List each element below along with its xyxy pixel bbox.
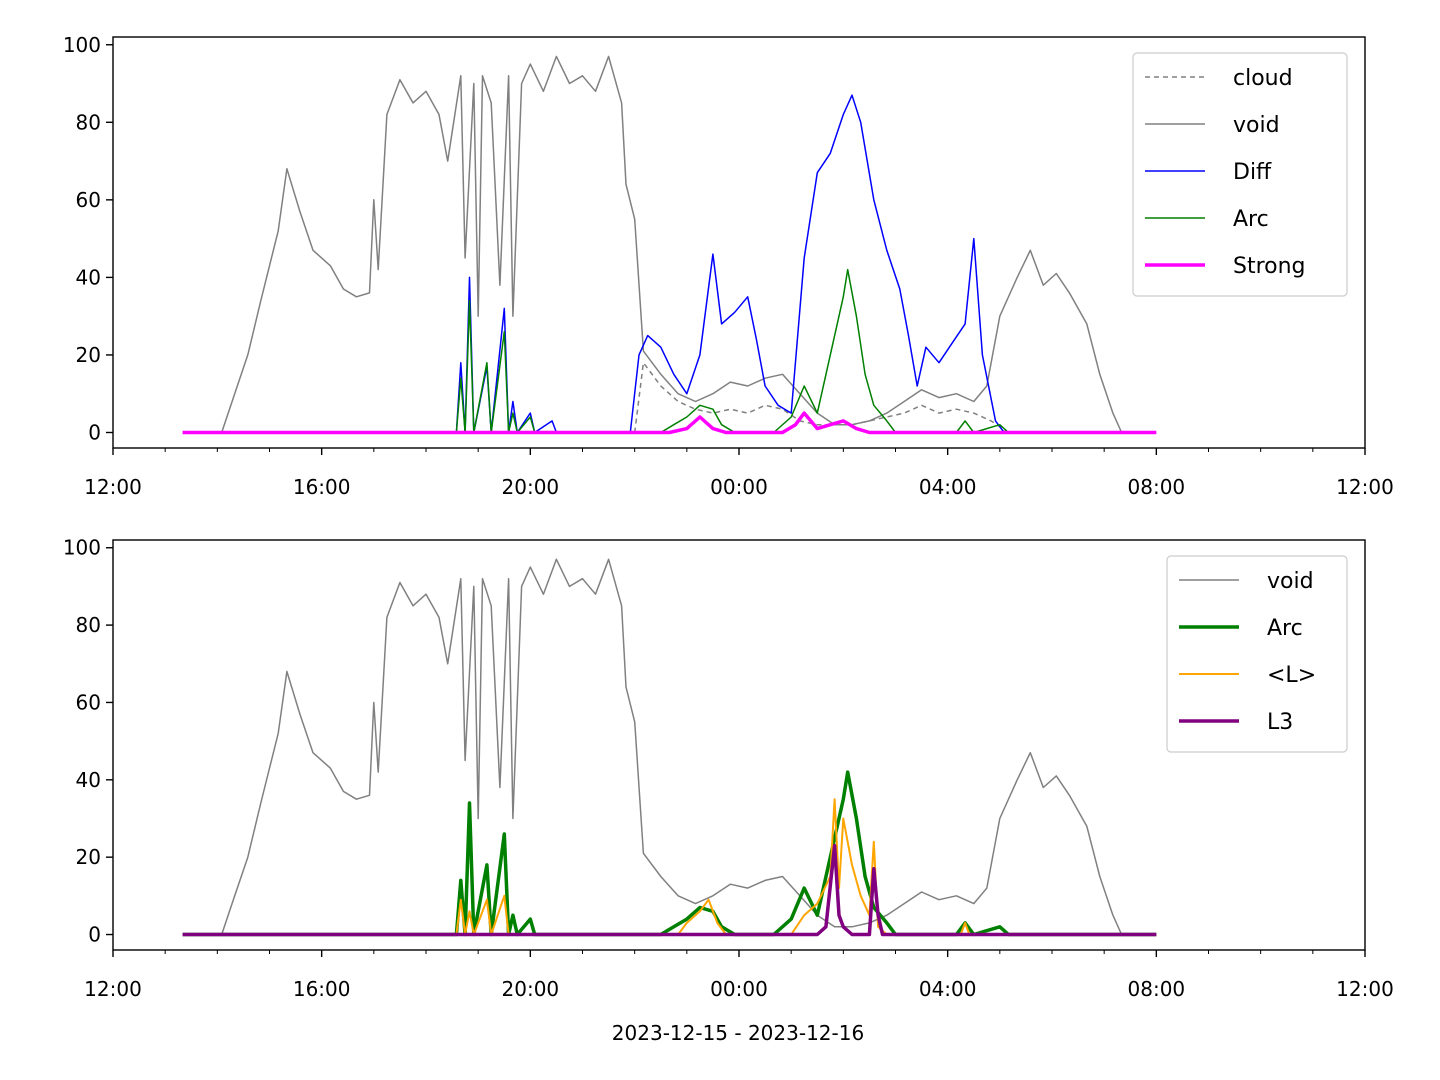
series-line-void (182, 558, 1157, 936)
x-tick-label: 12:00 (1336, 475, 1394, 499)
x-tick-label: 20:00 (502, 977, 560, 1001)
legend-label: Arc (1233, 207, 1269, 232)
y-tick-label: 40 (76, 768, 101, 792)
y-tick-label: 60 (76, 188, 101, 212)
x-tick-label: 00:00 (710, 475, 768, 499)
x-tick-label: 12:00 (1336, 977, 1394, 1001)
legend-box (1132, 52, 1348, 297)
series-line-l3 (182, 843, 1157, 937)
series-line-cloud (633, 361, 1009, 434)
legend: cloud void Diff Arc Strong (1132, 52, 1348, 297)
legend-label: Strong (1233, 254, 1306, 279)
series-line-strong (182, 411, 1157, 435)
legend-label: Diff (1233, 160, 1272, 185)
series-line-arc (182, 770, 1157, 937)
y-tick-label: 100 (63, 536, 101, 560)
y-tick-label: 0 (88, 923, 101, 947)
y-tick-label: 40 (76, 265, 101, 289)
y-tick-label: 20 (76, 343, 101, 367)
y-tick-label: 100 (63, 33, 101, 57)
legend-label: L3 (1267, 710, 1293, 735)
x-tick-label: 12:00 (84, 977, 142, 1001)
x-tick-label: 16:00 (293, 977, 351, 1001)
legend-label: <L> (1267, 663, 1316, 688)
bottom-chart-panel: 0 20 40 60 80 100 12:00 16:00 20:00 00:00 04:00 08:… (63, 536, 1394, 1001)
x-tick-label: 20:00 (502, 475, 560, 499)
x-tick-label: 12:00 (84, 475, 142, 499)
x-tick-label: 08:00 (1128, 475, 1186, 499)
y-tick-label: 80 (76, 110, 101, 134)
y-tick-label: 80 (76, 613, 101, 637)
x-tick-label: 00:00 (710, 977, 768, 1001)
legend-label: cloud (1233, 66, 1293, 91)
legend: void Arc <L> L3 (1166, 555, 1348, 753)
series-group (182, 558, 1157, 937)
x-tick-label: 04:00 (919, 977, 977, 1001)
legend-label: void (1233, 113, 1280, 138)
legend-label: Arc (1267, 616, 1303, 641)
x-axis-label: 2023-12-15 - 2023-12-16 (612, 1021, 864, 1045)
legend-label: void (1267, 569, 1314, 594)
y-tick-label: 60 (76, 690, 101, 714)
series-line-void (182, 55, 1157, 434)
top-chart-panel: 0 20 40 60 80 100 12:00 16:00 20:00 00:00 04:00 08:… (63, 33, 1394, 499)
x-tick-label: 16:00 (293, 475, 351, 499)
x-tick-label: 04:00 (919, 475, 977, 499)
series-group (182, 55, 1157, 435)
legend-box (1166, 555, 1348, 753)
y-tick-label: 0 (88, 420, 101, 444)
x-tick-label: 08:00 (1128, 977, 1186, 1001)
y-tick-label: 20 (76, 845, 101, 869)
